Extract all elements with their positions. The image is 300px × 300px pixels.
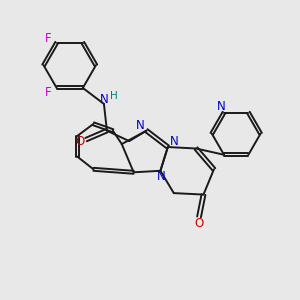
Text: F: F <box>45 86 52 99</box>
Text: N: N <box>157 170 165 183</box>
Text: O: O <box>194 217 204 230</box>
Text: N: N <box>136 119 145 132</box>
Text: N: N <box>100 93 108 106</box>
Text: F: F <box>45 32 52 45</box>
Text: O: O <box>76 136 85 148</box>
Text: H: H <box>110 91 117 100</box>
Text: N: N <box>169 135 178 148</box>
Text: N: N <box>217 100 226 112</box>
